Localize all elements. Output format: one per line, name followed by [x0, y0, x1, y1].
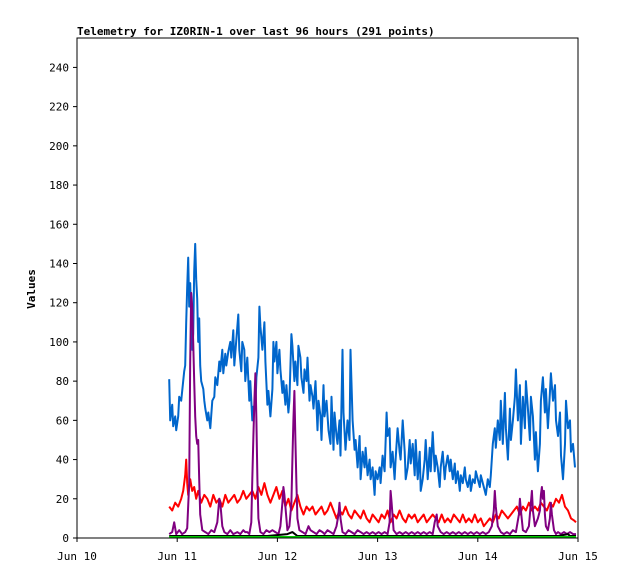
y-tick-label: 220	[49, 101, 69, 114]
y-tick-label: 20	[56, 493, 69, 506]
series-layer	[168, 242, 577, 538]
y-tick-label: 0	[62, 532, 69, 545]
plot-frame	[76, 37, 579, 539]
x-tick-label: Jun 11	[157, 550, 197, 563]
x-tick-label: Jun 12	[258, 550, 298, 563]
series-line-2	[168, 458, 577, 528]
y-tick-label: 80	[56, 375, 69, 388]
y-tick-label: 160	[49, 218, 69, 231]
y-tick-label: 40	[56, 454, 69, 467]
y-axis-ticks: 0 20 40 60 80 100 120 140 160 180 200 220 240	[49, 61, 77, 545]
y-tick-label: 60	[56, 414, 69, 427]
series-line-1	[168, 242, 576, 496]
y-tick-label: 120	[49, 297, 69, 310]
x-tick-label: Jun 14	[458, 550, 498, 563]
y-axis-label: Values	[25, 269, 38, 309]
y-tick-label: 200	[49, 140, 69, 153]
series-line-3	[168, 291, 576, 536]
chart-title: Telemetry for IZ0RIN-1 over last 96 hour…	[77, 25, 435, 38]
x-tick-label: Jun 13	[358, 550, 398, 563]
x-tick-label: Jun 15	[558, 550, 598, 563]
y-tick-label: 140	[49, 257, 69, 270]
y-tick-label: 180	[49, 179, 69, 192]
y-tick-label: 240	[49, 61, 69, 74]
y-tick-label: 100	[49, 336, 69, 349]
x-axis-ticks: Jun 10 Jun 11 Jun 12 Jun 13 Jun 14 Jun 15	[57, 538, 598, 563]
x-tick-label: Jun 10	[57, 550, 97, 563]
